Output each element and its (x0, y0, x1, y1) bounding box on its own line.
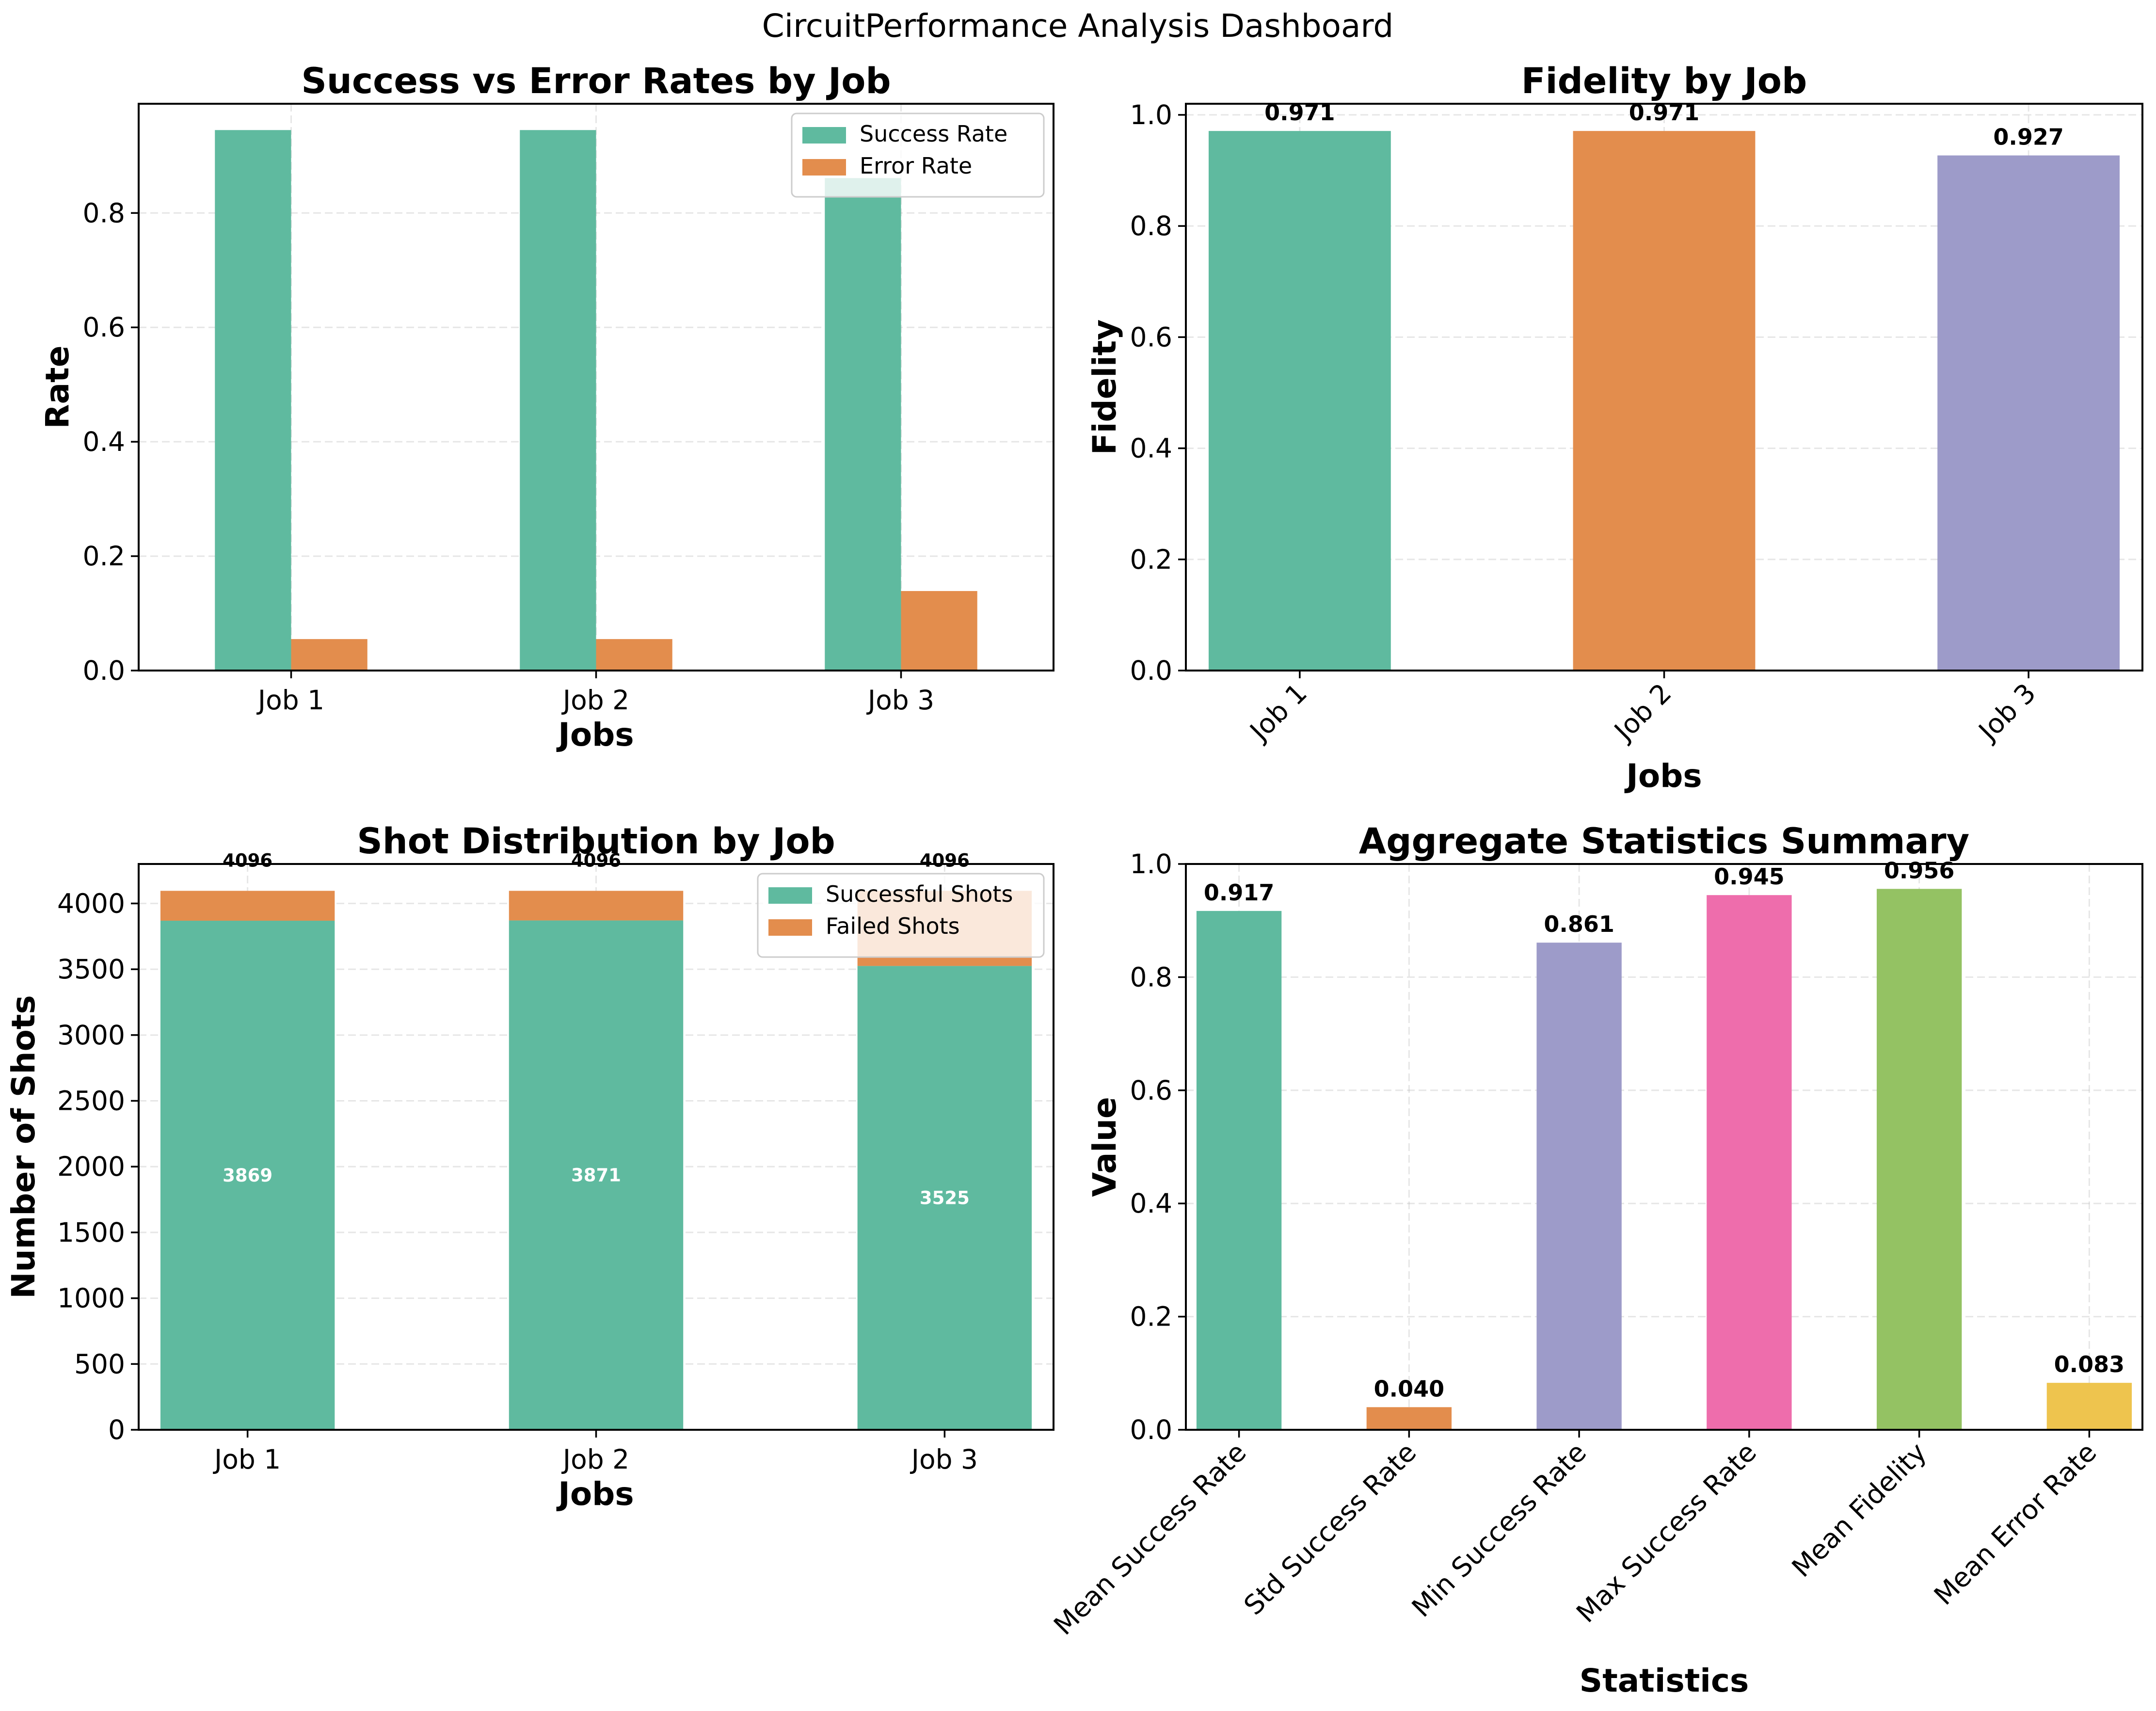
y-tick-label: 0.4 (1130, 1188, 1172, 1219)
y-tick-label: 0.0 (1130, 1414, 1172, 1445)
panel-shot-distribution: 3869 4096 3871 4096 3525 4096 0 500 1000 1500 2000… (5, 821, 1054, 1513)
y-tick-label: 0.2 (83, 541, 125, 572)
bar-error-rate (291, 639, 367, 671)
bar-inner-label: 3869 (223, 1165, 272, 1186)
y-tick-label: 0.4 (83, 426, 125, 457)
legend-label: Successful Shots (826, 881, 1013, 907)
x-tick-label: Job 3 (910, 1444, 978, 1475)
bar-job-2 (1573, 131, 1756, 671)
y-tick-label: 1.0 (1130, 99, 1172, 130)
y-tick-label: 0.2 (1130, 544, 1172, 575)
plot-frame (1185, 863, 2143, 1431)
bar-successful-shots (509, 920, 684, 1430)
y-tick-label: 0.4 (1130, 433, 1172, 464)
panel-title: Shot Distribution by Job (357, 821, 835, 862)
y-tick-label: 2000 (57, 1151, 125, 1182)
bar-total-label: 4096 (223, 850, 272, 871)
bar-value-label: 0.927 (1993, 124, 2064, 150)
x-tick-label: Job 2 (561, 1444, 629, 1475)
bar-mean-fidelity (1876, 889, 1962, 1430)
y-tick-label: 0 (108, 1414, 125, 1445)
y-tick-label: 0.0 (83, 655, 125, 686)
legend-swatch (802, 159, 846, 176)
y-tick-label: 1000 (57, 1283, 125, 1314)
x-tick-label: Job 2 (561, 685, 629, 716)
y-axis-label: Rate (39, 346, 76, 429)
y-tick-label: 0.8 (83, 197, 125, 228)
x-axis-label: Jobs (1624, 757, 1702, 795)
legend-label: Error Rate (860, 153, 972, 179)
y-tick-label: 0.0 (1130, 655, 1172, 686)
bar-value-label: 0.083 (2054, 1351, 2125, 1377)
bar-failed-shots (160, 891, 335, 921)
bar-value-label: 0.956 (1884, 857, 1955, 883)
legend-box (757, 873, 1045, 958)
bar-total-label: 4096 (920, 850, 970, 871)
y-tick-label: 4000 (57, 888, 125, 919)
panel-title: Fidelity by Job (1521, 61, 1807, 102)
bar-mean-error-rate (2046, 1383, 2132, 1430)
panel-success-vs-error-rates: 0.0 0.2 0.4 0.6 0.8 Job 1 Job 2 Job 3 Success vs… (39, 61, 1054, 753)
x-axis-label: Jobs (556, 1475, 634, 1513)
x-axis-label: Jobs (556, 716, 634, 753)
bar-job-3 (1937, 155, 2120, 671)
y-tick-label: 500 (74, 1348, 125, 1379)
panel-title: Success vs Error Rates by Job (301, 61, 891, 102)
bar-std-success-rate (1366, 1407, 1452, 1430)
bar-value-label: 0.945 (1714, 863, 1785, 890)
legend-swatch (802, 127, 846, 144)
bar-value-label: 0.917 (1204, 879, 1275, 906)
y-axis-label: Number of Shots (5, 995, 42, 1298)
bar-job-1 (1208, 131, 1391, 671)
bar-failed-shots (509, 891, 684, 921)
legend-box (791, 112, 1045, 198)
y-tick-label: 0.8 (1130, 961, 1172, 992)
bar-inner-label: 3871 (571, 1165, 621, 1186)
bar-inner-label: 3525 (920, 1188, 970, 1209)
bar-min-success-rate (1536, 943, 1622, 1430)
y-axis-label: Value (1086, 1097, 1123, 1197)
y-tick-label: 1500 (57, 1217, 125, 1248)
y-tick-label: 0.8 (1130, 210, 1172, 241)
bar-error-rate (901, 591, 977, 671)
dashboard-title: CircuitPerformance Analysis Dashboard (762, 7, 1394, 45)
legend-label: Success Rate (860, 121, 1007, 147)
bar-successful-shots (160, 920, 335, 1430)
bar-successful-shots (857, 966, 1032, 1430)
y-tick-label: 0.6 (1130, 321, 1172, 352)
bar-mean-success-rate (1196, 911, 1282, 1430)
y-tick-label: 0.6 (1130, 1075, 1172, 1106)
y-tick-label: 1.0 (1130, 848, 1172, 879)
bar-max-success-rate (1707, 895, 1792, 1430)
bar-value-label: 0.861 (1544, 911, 1614, 937)
y-axis-label: Fidelity (1086, 320, 1123, 455)
bar-error-rate (596, 639, 672, 671)
x-tick-label: Job 3 (866, 685, 934, 716)
bar-total-label: 4096 (571, 850, 621, 871)
bar-value-label: 0.040 (1374, 1375, 1445, 1402)
bar-success-rate (825, 178, 901, 671)
y-tick-label: 2500 (57, 1086, 125, 1117)
y-tick-label: 0.2 (1130, 1301, 1172, 1332)
bar-success-rate (520, 130, 596, 671)
y-tick-label: 0.6 (83, 312, 125, 343)
y-tick-label: 3500 (57, 954, 125, 985)
panel-title: Aggregate Statistics Summary (1359, 821, 1970, 862)
x-tick-label: Job 1 (213, 1444, 281, 1475)
legend-label: Failed Shots (826, 913, 960, 939)
x-tick-label: Job 1 (256, 685, 324, 716)
legend-swatch (768, 887, 812, 904)
bar-success-rate (215, 130, 291, 671)
legend-swatch (768, 919, 812, 936)
x-axis-label: Statistics (1580, 1662, 1749, 1699)
y-tick-label: 3000 (57, 1020, 125, 1051)
